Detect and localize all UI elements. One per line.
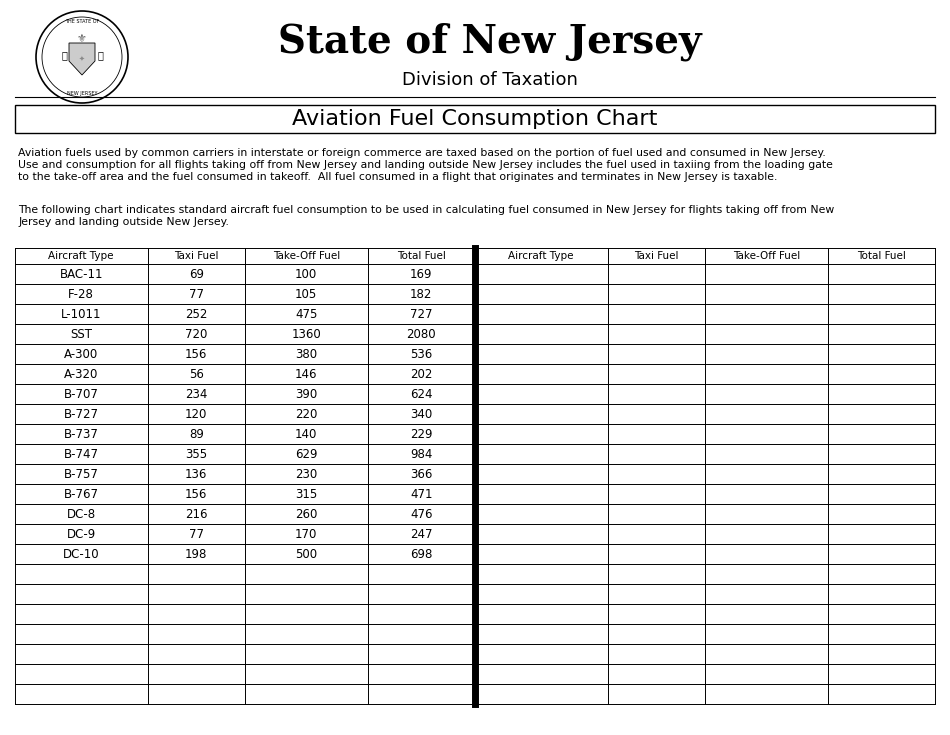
Text: BAC-11: BAC-11 [60,268,103,281]
Text: Aviation Fuel Consumption Chart: Aviation Fuel Consumption Chart [293,109,657,129]
Circle shape [36,11,128,103]
Text: A-320: A-320 [64,368,99,381]
Text: SST: SST [70,328,92,340]
Text: Take-Off Fuel: Take-Off Fuel [732,251,800,261]
Text: 2080: 2080 [407,328,436,340]
Text: 252: 252 [185,307,207,320]
Text: 156: 156 [185,348,207,360]
Text: 260: 260 [295,507,317,520]
Text: THE STATE OF: THE STATE OF [65,18,99,24]
Text: 77: 77 [189,528,203,540]
Text: Division of Taxation: Division of Taxation [402,71,578,89]
Text: ⚜: ⚜ [77,34,87,44]
Text: Taxi Fuel: Taxi Fuel [174,251,218,261]
Text: 220: 220 [295,407,317,420]
Text: Take-Off Fuel: Take-Off Fuel [273,251,340,261]
Text: B-757: B-757 [64,467,99,481]
Text: 230: 230 [295,467,317,481]
Text: 720: 720 [185,328,207,340]
Text: 169: 169 [410,268,432,281]
Text: B-747: B-747 [64,448,99,461]
Text: 229: 229 [410,428,432,440]
Text: 536: 536 [410,348,432,360]
Text: Aircraft Type: Aircraft Type [48,251,114,261]
Text: NEW JERSEY: NEW JERSEY [66,90,97,96]
Bar [15,105,935,133]
Text: DC-8: DC-8 [66,507,96,520]
Polygon shape [69,43,95,75]
Text: B-737: B-737 [64,428,99,440]
Text: 216: 216 [185,507,207,520]
Text: to the take-off area and the fuel consumed in takeoff.  All fuel consumed in a f: to the take-off area and the fuel consum… [18,172,777,182]
Text: Use and consumption for all flights taking off from New Jersey and landing outsi: Use and consumption for all flights taki… [18,160,833,170]
Text: 140: 140 [295,428,317,440]
Text: 624: 624 [410,387,432,401]
Text: 170: 170 [295,528,317,540]
Text: Aviation fuels used by common carriers in interstate or foreign commerce are tax: Aviation fuels used by common carriers i… [18,148,826,158]
Text: 🐴: 🐴 [61,50,67,60]
Text: Total Fuel: Total Fuel [397,251,446,261]
Text: 698: 698 [410,548,432,561]
Text: 89: 89 [189,428,203,440]
Text: 100: 100 [295,268,317,281]
Text: 475: 475 [295,307,317,320]
Text: ✦: ✦ [79,56,85,62]
Text: 182: 182 [410,287,432,301]
Text: 340: 340 [410,407,432,420]
Text: 120: 120 [185,407,207,420]
Text: 105: 105 [295,287,317,301]
Text: 202: 202 [410,368,432,381]
Circle shape [42,17,122,97]
Text: Taxi Fuel: Taxi Fuel [634,251,678,261]
Text: 366: 366 [410,467,432,481]
Text: DC-10: DC-10 [63,548,100,561]
Text: 136: 136 [185,467,207,481]
Text: 390: 390 [295,387,317,401]
Text: 984: 984 [410,448,432,461]
Text: 🐴: 🐴 [97,50,103,60]
Text: 234: 234 [185,387,207,401]
Text: 471: 471 [410,487,432,501]
Text: 56: 56 [189,368,203,381]
Text: 355: 355 [185,448,207,461]
Text: B-707: B-707 [64,387,99,401]
Text: State of New Jersey: State of New Jersey [278,23,702,61]
Text: F-28: F-28 [68,287,94,301]
Text: L-1011: L-1011 [61,307,102,320]
Text: B-727: B-727 [64,407,99,420]
Text: 629: 629 [295,448,317,461]
Text: 156: 156 [185,487,207,501]
Text: 1360: 1360 [292,328,321,340]
Text: 380: 380 [295,348,317,360]
Text: 500: 500 [295,548,317,561]
Text: 727: 727 [410,307,432,320]
Text: The following chart indicates standard aircraft fuel consumption to be used in c: The following chart indicates standard a… [18,205,834,215]
Text: Aircraft Type: Aircraft Type [508,251,574,261]
Text: 247: 247 [410,528,432,540]
Text: 69: 69 [189,268,203,281]
Text: 315: 315 [295,487,317,501]
Text: DC-9: DC-9 [66,528,96,540]
Text: B-767: B-767 [64,487,99,501]
Text: 77: 77 [189,287,203,301]
Text: Jersey and landing outside New Jersey.: Jersey and landing outside New Jersey. [18,217,229,227]
Text: 146: 146 [295,368,317,381]
Text: 198: 198 [185,548,207,561]
Text: 476: 476 [410,507,432,520]
Text: A-300: A-300 [65,348,99,360]
Text: Total Fuel: Total Fuel [857,251,905,261]
